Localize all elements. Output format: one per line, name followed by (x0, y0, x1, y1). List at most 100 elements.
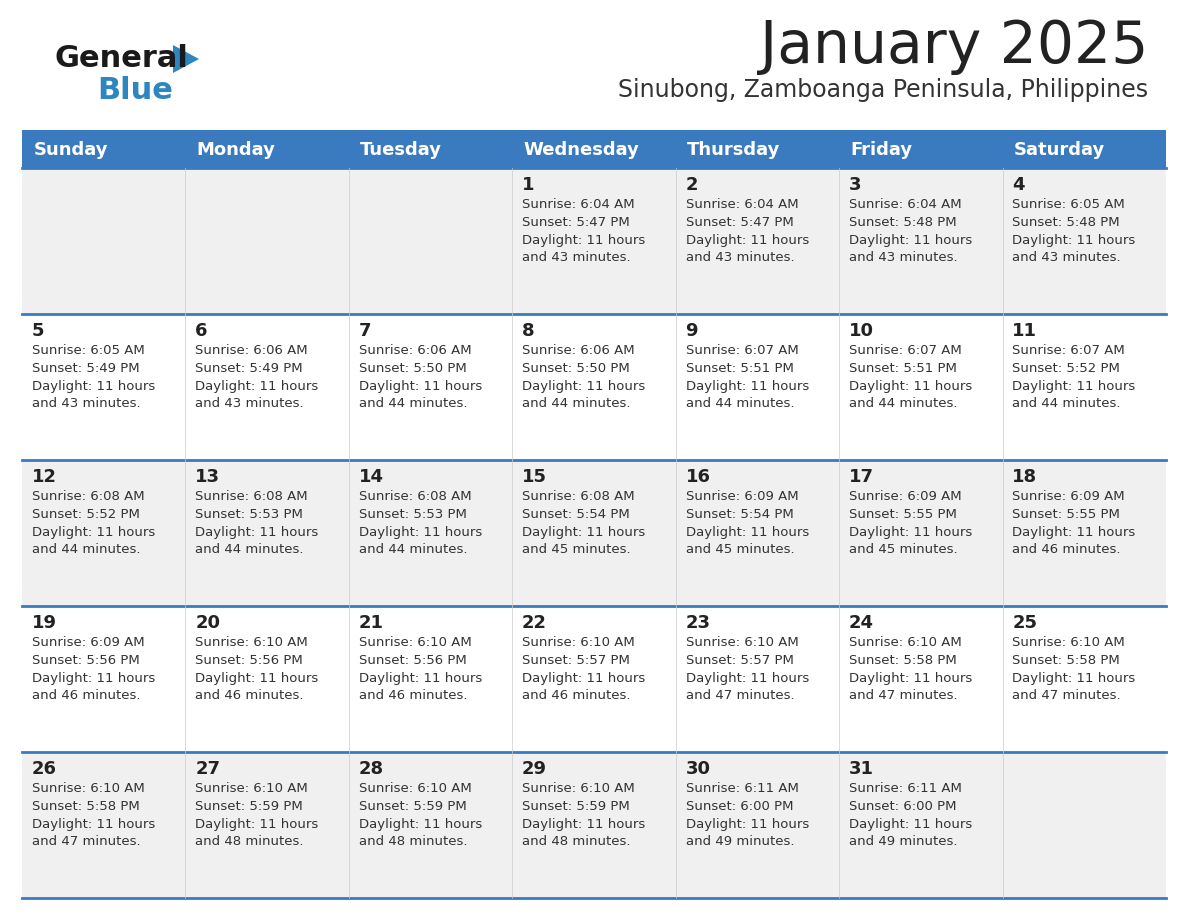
Text: 3: 3 (849, 176, 861, 194)
Text: Sunrise: 6:10 AM: Sunrise: 6:10 AM (32, 782, 145, 795)
Text: 14: 14 (359, 468, 384, 486)
Text: 8: 8 (522, 322, 535, 340)
Text: Sunrise: 6:09 AM: Sunrise: 6:09 AM (1012, 490, 1125, 503)
Text: Sunset: 5:58 PM: Sunset: 5:58 PM (1012, 654, 1120, 667)
Text: Daylight: 11 hours: Daylight: 11 hours (685, 818, 809, 831)
Text: Tuesday: Tuesday (360, 141, 442, 159)
Text: Sunrise: 6:10 AM: Sunrise: 6:10 AM (359, 636, 472, 649)
Text: and 47 minutes.: and 47 minutes. (32, 835, 140, 848)
Text: Daylight: 11 hours: Daylight: 11 hours (522, 234, 645, 247)
Text: Sunrise: 6:10 AM: Sunrise: 6:10 AM (1012, 636, 1125, 649)
Text: Sunrise: 6:10 AM: Sunrise: 6:10 AM (195, 636, 308, 649)
Text: 9: 9 (685, 322, 699, 340)
Text: 27: 27 (195, 760, 220, 778)
Text: 21: 21 (359, 614, 384, 632)
Text: 7: 7 (359, 322, 371, 340)
Text: and 43 minutes.: and 43 minutes. (685, 251, 794, 264)
Text: and 43 minutes.: and 43 minutes. (1012, 251, 1121, 264)
Text: Wednesday: Wednesday (524, 141, 639, 159)
Text: Sunrise: 6:06 AM: Sunrise: 6:06 AM (195, 344, 308, 357)
Text: Daylight: 11 hours: Daylight: 11 hours (359, 526, 482, 539)
Text: Sunset: 5:56 PM: Sunset: 5:56 PM (32, 654, 139, 667)
Text: Sunrise: 6:08 AM: Sunrise: 6:08 AM (195, 490, 308, 503)
Text: Daylight: 11 hours: Daylight: 11 hours (32, 818, 156, 831)
Text: Daylight: 11 hours: Daylight: 11 hours (32, 672, 156, 685)
Text: and 45 minutes.: and 45 minutes. (849, 543, 958, 556)
Bar (23, 130, 185, 168)
Text: Sunset: 5:59 PM: Sunset: 5:59 PM (522, 800, 630, 813)
Text: 17: 17 (849, 468, 874, 486)
Text: Sunrise: 6:10 AM: Sunrise: 6:10 AM (522, 636, 634, 649)
Text: Sunset: 5:54 PM: Sunset: 5:54 PM (685, 508, 794, 521)
Text: Sunrise: 6:08 AM: Sunrise: 6:08 AM (32, 490, 145, 503)
Text: and 43 minutes.: and 43 minutes. (522, 251, 631, 264)
Text: Daylight: 11 hours: Daylight: 11 hours (1012, 672, 1136, 685)
Text: Sunset: 5:56 PM: Sunset: 5:56 PM (359, 654, 467, 667)
Text: Daylight: 11 hours: Daylight: 11 hours (359, 818, 482, 831)
Text: Sunrise: 6:10 AM: Sunrise: 6:10 AM (849, 636, 962, 649)
Text: and 44 minutes.: and 44 minutes. (849, 397, 958, 410)
Text: January 2025: January 2025 (759, 18, 1148, 75)
Text: Sunrise: 6:08 AM: Sunrise: 6:08 AM (359, 490, 472, 503)
Text: and 48 minutes.: and 48 minutes. (359, 835, 467, 848)
Text: Sunset: 5:51 PM: Sunset: 5:51 PM (849, 362, 956, 375)
Text: Sunset: 5:59 PM: Sunset: 5:59 PM (359, 800, 467, 813)
Text: and 46 minutes.: and 46 minutes. (522, 689, 631, 702)
Text: and 45 minutes.: and 45 minutes. (522, 543, 631, 556)
Text: Sunset: 5:58 PM: Sunset: 5:58 PM (32, 800, 139, 813)
Bar (23, 606, 1165, 752)
Text: 12: 12 (32, 468, 57, 486)
Text: Sunset: 5:50 PM: Sunset: 5:50 PM (359, 362, 467, 375)
Text: Daylight: 11 hours: Daylight: 11 hours (685, 380, 809, 393)
Bar (185, 130, 349, 168)
Text: Daylight: 11 hours: Daylight: 11 hours (522, 672, 645, 685)
Text: and 46 minutes.: and 46 minutes. (359, 689, 467, 702)
Text: Sunday: Sunday (33, 141, 108, 159)
Text: Sunrise: 6:09 AM: Sunrise: 6:09 AM (849, 490, 961, 503)
Text: 16: 16 (685, 468, 710, 486)
Text: Daylight: 11 hours: Daylight: 11 hours (685, 234, 809, 247)
Text: Sunrise: 6:04 AM: Sunrise: 6:04 AM (685, 198, 798, 211)
Text: Sunset: 5:52 PM: Sunset: 5:52 PM (32, 508, 140, 521)
Text: 22: 22 (522, 614, 548, 632)
Text: Sunrise: 6:05 AM: Sunrise: 6:05 AM (32, 344, 145, 357)
Text: 18: 18 (1012, 468, 1037, 486)
Bar (349, 130, 512, 168)
Text: Sunrise: 6:10 AM: Sunrise: 6:10 AM (522, 782, 634, 795)
Text: 28: 28 (359, 760, 384, 778)
Text: and 44 minutes.: and 44 minutes. (359, 543, 467, 556)
Text: Daylight: 11 hours: Daylight: 11 hours (1012, 234, 1136, 247)
Text: Sunset: 5:59 PM: Sunset: 5:59 PM (195, 800, 303, 813)
Text: 5: 5 (32, 322, 44, 340)
Text: General: General (55, 44, 189, 73)
Text: Sunrise: 6:10 AM: Sunrise: 6:10 AM (195, 782, 308, 795)
Text: Sunset: 5:52 PM: Sunset: 5:52 PM (1012, 362, 1120, 375)
Text: Sunrise: 6:07 AM: Sunrise: 6:07 AM (1012, 344, 1125, 357)
Text: and 44 minutes.: and 44 minutes. (32, 543, 140, 556)
Text: and 43 minutes.: and 43 minutes. (849, 251, 958, 264)
Text: and 47 minutes.: and 47 minutes. (685, 689, 794, 702)
Text: Sunset: 5:54 PM: Sunset: 5:54 PM (522, 508, 630, 521)
Text: Daylight: 11 hours: Daylight: 11 hours (359, 380, 482, 393)
Text: 29: 29 (522, 760, 548, 778)
Text: Sunrise: 6:07 AM: Sunrise: 6:07 AM (849, 344, 962, 357)
Text: Sunset: 5:55 PM: Sunset: 5:55 PM (1012, 508, 1120, 521)
Bar (23, 168, 1165, 314)
Text: 24: 24 (849, 614, 874, 632)
Text: and 44 minutes.: and 44 minutes. (359, 397, 467, 410)
Text: and 43 minutes.: and 43 minutes. (32, 397, 140, 410)
Text: Sunrise: 6:04 AM: Sunrise: 6:04 AM (522, 198, 634, 211)
Text: and 44 minutes.: and 44 minutes. (1012, 397, 1120, 410)
Text: Sinubong, Zamboanga Peninsula, Philippines: Sinubong, Zamboanga Peninsula, Philippin… (618, 78, 1148, 102)
Text: 23: 23 (685, 614, 710, 632)
Text: Sunrise: 6:11 AM: Sunrise: 6:11 AM (685, 782, 798, 795)
Text: Daylight: 11 hours: Daylight: 11 hours (685, 526, 809, 539)
Text: 4: 4 (1012, 176, 1025, 194)
Text: Sunset: 5:56 PM: Sunset: 5:56 PM (195, 654, 303, 667)
Text: Daylight: 11 hours: Daylight: 11 hours (849, 526, 972, 539)
Text: Daylight: 11 hours: Daylight: 11 hours (849, 234, 972, 247)
Text: Sunrise: 6:09 AM: Sunrise: 6:09 AM (685, 490, 798, 503)
Text: and 49 minutes.: and 49 minutes. (849, 835, 958, 848)
Text: Sunset: 5:49 PM: Sunset: 5:49 PM (195, 362, 303, 375)
Text: Sunrise: 6:06 AM: Sunrise: 6:06 AM (522, 344, 634, 357)
